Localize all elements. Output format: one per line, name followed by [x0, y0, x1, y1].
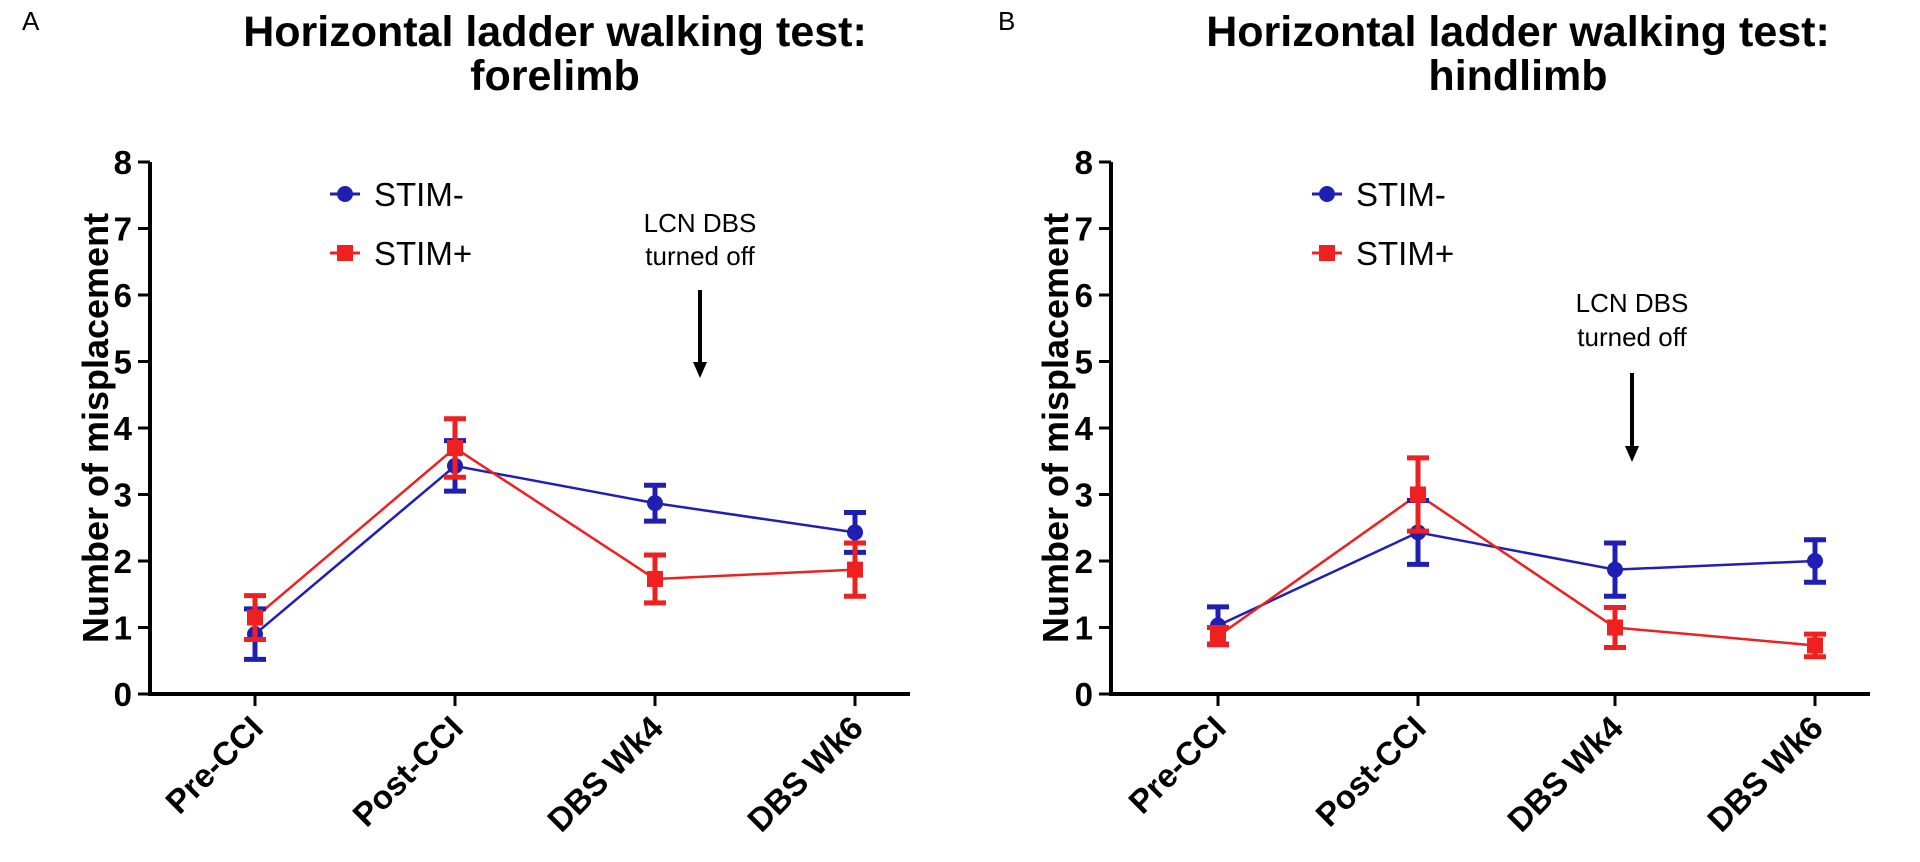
series-line-stim-plus: [254, 446, 856, 619]
legend-label-stim-minus: STIM-: [374, 176, 464, 213]
x-tick-label: Pre-CCI: [158, 709, 270, 821]
chart-panel-a: A Horizontal ladder walking test:forelimb…: [22, 6, 910, 839]
chart-title-line-2: hindlimb: [1428, 52, 1607, 100]
y-tick-label: 4: [1075, 410, 1094, 447]
data-point-stim-plus: [247, 609, 263, 626]
chart-title-line-1: Horizontal ladder walking test:: [1206, 8, 1830, 56]
series-line-stim-minus: [254, 464, 856, 636]
y-tick-label: 2: [1075, 543, 1093, 580]
series-line-stim-plus: [1217, 492, 1816, 647]
y-tick-label: 7: [114, 211, 132, 248]
y-tick-label: 0: [114, 676, 132, 713]
annotation-arrow-head: [693, 362, 707, 378]
data-point-stim-plus: [1210, 628, 1226, 645]
annotation-line-2: turned off: [645, 241, 755, 271]
annotation-line-1: LCN DBS: [644, 208, 757, 238]
data-point-stim-plus: [447, 439, 463, 456]
legend-marker-stim-minus: [337, 186, 353, 202]
legend-label-stim-plus: STIM+: [374, 235, 472, 272]
x-tick-label: DBS Wk6: [740, 709, 870, 839]
y-tick-label: 3: [114, 477, 132, 514]
x-tick-label: Post-CCI: [345, 709, 470, 834]
chart-title-line-1: Horizontal ladder walking test:: [243, 8, 867, 56]
y-tick-label: 5: [1075, 344, 1093, 381]
chart-panel-b: B Horizontal ladder walking test:hindlimb…: [998, 6, 1870, 839]
y-tick-label: 4: [114, 410, 133, 447]
x-tick-label: DBS Wk4: [1500, 708, 1630, 838]
annotation-arrow-head: [1625, 446, 1639, 462]
y-tick-label: 7: [1075, 211, 1093, 248]
y-tick-label: 5: [114, 344, 132, 381]
legend-marker-stim-plus: [1319, 245, 1335, 261]
panel-letter: A: [22, 6, 40, 36]
panel-letter: B: [998, 6, 1015, 36]
annotation-line-2: turned off: [1577, 322, 1687, 352]
y-tick-label: 3: [1075, 477, 1093, 514]
data-point-stim-plus: [1410, 486, 1426, 503]
data-point-stim-minus: [647, 495, 663, 512]
x-tick-label: Post-CCI: [1308, 709, 1433, 834]
data-point-stim-minus: [1807, 553, 1823, 569]
y-tick-label: 0: [1075, 676, 1093, 713]
data-point-stim-plus: [847, 561, 863, 578]
legend-marker-stim-minus: [1319, 186, 1335, 202]
data-point-stim-plus: [647, 570, 663, 587]
data-point-stim-minus: [1607, 561, 1623, 578]
y-tick-label: 6: [114, 277, 132, 314]
x-tick-label: Pre-CCI: [1121, 709, 1233, 821]
chart-title-line-2: forelimb: [470, 52, 640, 100]
annotation-line-1: LCN DBS: [1576, 288, 1689, 318]
legend-marker-stim-plus: [337, 245, 353, 261]
y-tick-label: 2: [114, 543, 132, 580]
y-axis-label: Number of misplacement: [1035, 213, 1076, 643]
x-tick-label: DBS Wk6: [1700, 709, 1830, 839]
data-point-stim-plus: [1807, 637, 1823, 654]
y-axis-label: Number of misplacement: [75, 213, 116, 643]
y-tick-label: 6: [1075, 277, 1093, 314]
legend-label-stim-plus: STIM+: [1356, 235, 1454, 272]
y-tick-label: 8: [114, 144, 132, 181]
legend-label-stim-minus: STIM-: [1356, 176, 1446, 213]
x-tick-label: DBS Wk4: [540, 708, 670, 838]
series-line-stim-minus: [1217, 531, 1816, 627]
y-tick-label: 8: [1075, 144, 1093, 181]
data-point-stim-plus: [1607, 619, 1623, 636]
data-point-stim-minus: [847, 524, 863, 541]
y-tick-label: 1: [114, 610, 132, 647]
y-tick-label: 1: [1075, 610, 1093, 647]
